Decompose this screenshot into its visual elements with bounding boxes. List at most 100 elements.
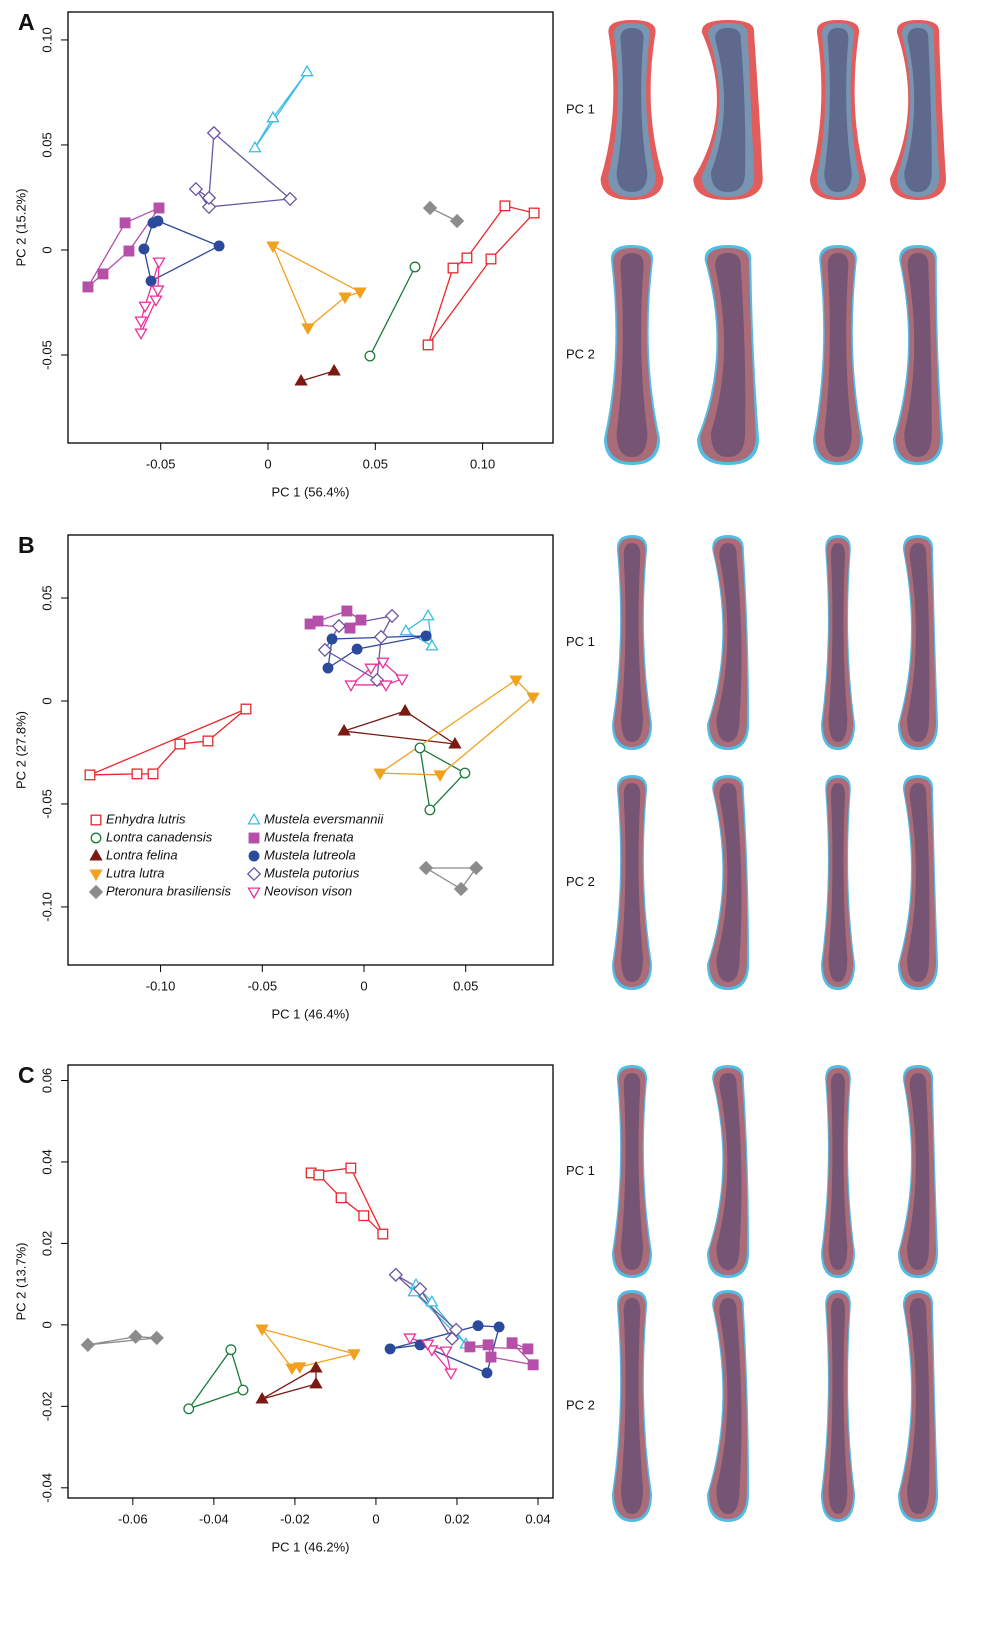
point <box>398 704 412 716</box>
bone-shape <box>716 1073 742 1270</box>
legend-text: Lontra canadensis <box>106 829 213 844</box>
point <box>327 363 341 376</box>
point <box>134 316 148 329</box>
bone-shape <box>616 28 648 192</box>
legend-marker <box>90 814 102 826</box>
x-tick-label: -0.02 <box>280 1511 310 1526</box>
bone-shape <box>828 1073 848 1270</box>
point <box>301 323 315 335</box>
point <box>369 672 385 688</box>
x-axis-label: PC 1 (56.4%) <box>271 484 349 499</box>
point <box>379 680 393 692</box>
shape-view <box>600 20 946 200</box>
point <box>421 608 435 621</box>
point <box>188 181 204 197</box>
legend-text: Mustela lutreola <box>264 847 356 862</box>
point <box>464 1341 476 1353</box>
point <box>461 252 473 264</box>
point <box>506 1337 518 1349</box>
point <box>472 1320 484 1332</box>
point <box>522 1343 534 1355</box>
hull <box>89 708 247 776</box>
point <box>414 742 426 754</box>
hull <box>395 1274 457 1341</box>
point <box>351 643 363 655</box>
point <box>388 1267 403 1282</box>
point <box>294 373 308 386</box>
bone-shape <box>716 1298 742 1514</box>
point <box>84 769 96 781</box>
point <box>134 328 148 341</box>
point <box>509 675 523 688</box>
y-tick-label: 0 <box>39 246 54 253</box>
point <box>149 1330 164 1346</box>
bone-shape <box>621 1073 643 1270</box>
bone-shape <box>907 783 930 982</box>
y-tick-label: 0.04 <box>39 1149 54 1174</box>
point <box>364 350 376 362</box>
bone-shape <box>621 1298 643 1514</box>
point <box>448 736 462 749</box>
x-tick-label: -0.04 <box>199 1511 229 1526</box>
point <box>481 1367 493 1379</box>
hull <box>423 867 478 890</box>
point <box>344 622 356 634</box>
x-axis-label: PC 1 (46.4%) <box>271 1006 349 1021</box>
point <box>341 605 353 617</box>
bone-shape <box>824 253 852 457</box>
shape-view <box>612 535 938 750</box>
shape-view <box>612 775 938 990</box>
hull <box>271 244 362 329</box>
bone-shape <box>907 1298 930 1514</box>
point <box>453 881 469 897</box>
hull <box>419 746 466 812</box>
legend-text: Lontra felina <box>106 847 178 862</box>
point <box>248 140 262 153</box>
x-tick-label: 0.05 <box>363 456 388 471</box>
point <box>345 1162 357 1174</box>
hull <box>143 220 221 283</box>
point <box>331 618 347 634</box>
shape-label: PC 1 <box>566 634 595 649</box>
point <box>213 240 225 252</box>
legend-text: Enhydra lutris <box>106 811 186 826</box>
y-tick-label: -0.02 <box>39 1392 54 1422</box>
point <box>206 125 222 141</box>
point <box>485 1351 497 1363</box>
point <box>485 253 497 265</box>
legend-marker <box>90 832 102 844</box>
y-axis-label: PC 2 (13.7%) <box>13 1242 28 1320</box>
point <box>337 723 351 736</box>
x-tick-label: 0 <box>360 978 367 993</box>
y-tick-label: -0.10 <box>39 892 54 922</box>
y-axis-label: PC 2 (15.2%) <box>13 188 28 266</box>
point <box>355 614 367 626</box>
point <box>459 767 471 779</box>
bone-shape <box>828 783 848 982</box>
point <box>528 207 540 219</box>
bone-shape <box>621 543 643 742</box>
legend-marker <box>89 869 103 882</box>
point <box>395 674 409 687</box>
point <box>439 1346 453 1359</box>
plot-frame <box>67 1064 554 1499</box>
point <box>422 200 438 216</box>
panel-letter: B <box>18 532 35 558</box>
point <box>444 1368 458 1381</box>
legend-marker <box>88 884 104 900</box>
point <box>80 1337 96 1353</box>
point <box>201 190 217 206</box>
legend-marker <box>246 866 262 882</box>
legend-text: Lutra lutra <box>106 865 165 880</box>
legend-text: Neovison vison <box>264 883 352 898</box>
bone-shape <box>621 783 643 982</box>
hull <box>300 370 335 382</box>
point <box>312 615 324 627</box>
y-tick-label: -0.05 <box>39 789 54 819</box>
hull <box>369 266 416 357</box>
point <box>376 657 390 670</box>
shape-label: PC 1 <box>566 101 595 116</box>
point <box>384 608 400 624</box>
hull <box>87 1336 157 1346</box>
